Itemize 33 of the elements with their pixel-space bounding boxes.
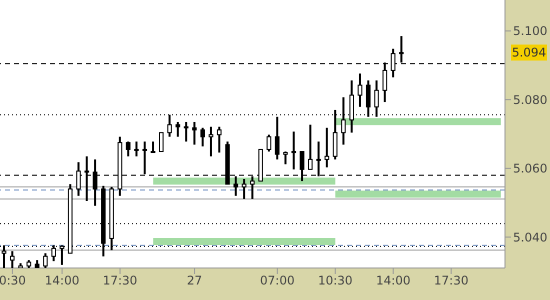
y-tick-label: 5.040 xyxy=(513,230,548,244)
x-tick-label: 14:00 xyxy=(376,274,411,288)
candlestick xyxy=(242,178,246,200)
x-tick-label: 07:00 xyxy=(260,274,295,288)
y-tick-label: 5.080 xyxy=(513,92,548,107)
candlestick xyxy=(184,120,188,143)
x-tick-label: 10:30 xyxy=(318,274,353,288)
candlestick xyxy=(308,124,313,170)
candlestick xyxy=(283,150,288,166)
candlestick xyxy=(208,126,214,158)
candlestick xyxy=(176,120,180,138)
candlestick xyxy=(216,126,222,154)
candlestick xyxy=(150,140,156,154)
y-tick-label: 5.060 xyxy=(513,162,548,176)
candlestick xyxy=(366,79,371,118)
candlestick xyxy=(126,140,130,158)
x-tick-label: 17:30 xyxy=(102,274,138,288)
candlestick xyxy=(200,126,205,148)
x-tick-label: 17:30 xyxy=(434,274,468,288)
candlestick xyxy=(234,175,238,197)
x-tick-label: 0:30 xyxy=(0,274,26,288)
x-tick-label: 27 xyxy=(186,274,202,288)
candlestick xyxy=(358,72,362,108)
candlestick xyxy=(192,120,197,146)
x-tick-label: 14:00 xyxy=(44,274,80,288)
candlestick xyxy=(134,140,139,158)
candlestick xyxy=(374,79,379,118)
y-tick-label: 5.100 xyxy=(513,24,548,38)
candlestick xyxy=(158,132,164,152)
candlestick xyxy=(266,134,272,153)
candlestick xyxy=(291,130,296,170)
text: 5.094 xyxy=(512,46,546,60)
candlestick xyxy=(324,126,330,168)
